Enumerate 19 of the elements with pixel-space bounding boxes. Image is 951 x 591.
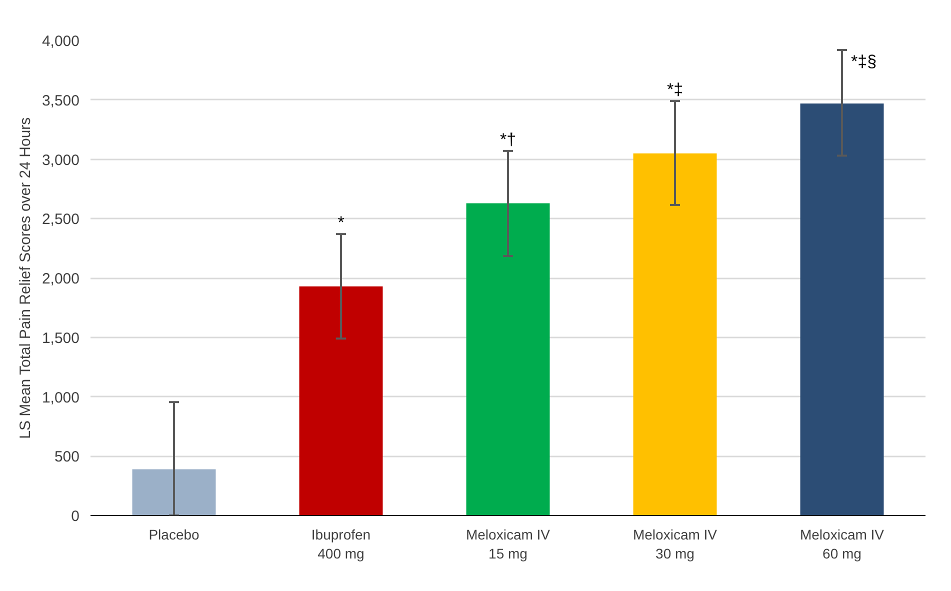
annotation: *† bbox=[500, 130, 516, 149]
x-tick-label: Placebo bbox=[148, 526, 200, 542]
y-tick-label: 4,000 bbox=[42, 33, 80, 50]
y-tick-label: 2,500 bbox=[42, 211, 80, 228]
y-tick-label: 1,000 bbox=[42, 389, 80, 406]
annotation: *‡ bbox=[666, 80, 684, 100]
y-tick-label: 500 bbox=[54, 448, 80, 466]
y-tick-label: 1,500 bbox=[42, 330, 80, 347]
x-tick-label: Meloxicam IV 60 mg bbox=[800, 526, 885, 562]
y-tick-label: 3,000 bbox=[42, 152, 80, 169]
y-axis-title: LS Mean Total Pain Relief Scores over 24 Hours bbox=[16, 117, 34, 439]
y-tick-label: 0 bbox=[71, 508, 80, 525]
x-tick-label: Meloxicam IV 15 mg bbox=[466, 526, 551, 562]
y-tick-label: 2,000 bbox=[42, 270, 80, 288]
annotation: *‡§ bbox=[851, 52, 877, 71]
x-tick-label: Meloxicam IV 30 mg bbox=[632, 526, 718, 562]
annotation: * bbox=[338, 213, 345, 232]
x-tick-label: Ibuprofen 400 mg bbox=[311, 526, 371, 562]
y-tick-label: 3,500 bbox=[42, 92, 80, 110]
